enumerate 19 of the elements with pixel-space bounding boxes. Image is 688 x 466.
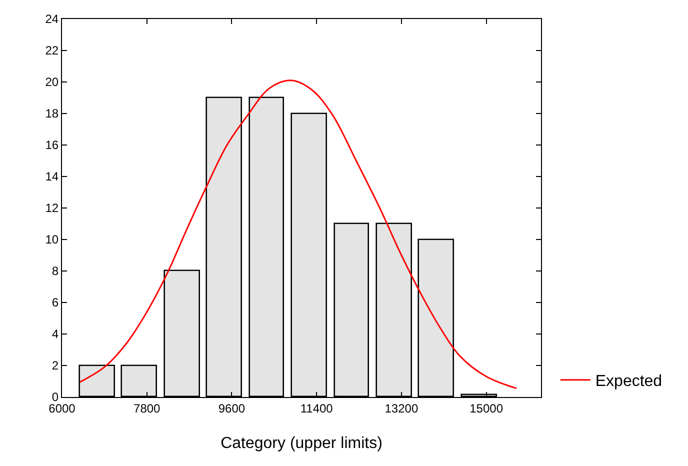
x-tick-label: 13200	[384, 401, 418, 416]
y-tick-label: 18	[45, 106, 59, 121]
y-tick-label: 6	[52, 296, 59, 310]
y-tick-label: 24	[45, 12, 59, 26]
y-tick-label: 10	[45, 232, 59, 247]
y-tick-label: 2	[52, 358, 59, 373]
x-tick-label: 11400	[300, 401, 334, 416]
legend-label: Expected	[595, 373, 662, 390]
y-tick-label: 16	[45, 138, 59, 152]
y-tick-label: 22	[45, 44, 59, 58]
y-tick-label: 4	[52, 327, 59, 342]
y-tick-label: 20	[45, 75, 59, 90]
x-tick-label: 9600	[218, 401, 246, 416]
y-tick-label: 14	[45, 170, 59, 184]
y-tick-label: 12	[45, 201, 59, 216]
y-tick-label: 8	[52, 264, 59, 278]
x-tick-label: 7800	[134, 401, 161, 416]
x-axis-title: Category (upper limits)	[220, 435, 382, 452]
x-tick-label: 15000	[470, 401, 504, 416]
